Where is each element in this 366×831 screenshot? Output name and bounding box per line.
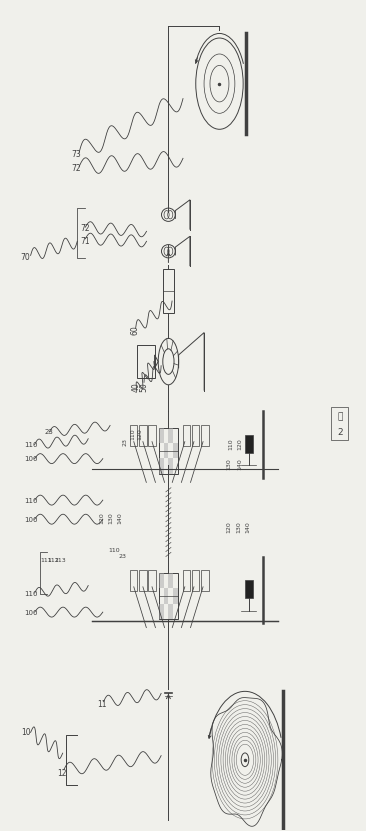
Bar xyxy=(201,425,209,445)
Text: 100: 100 xyxy=(25,610,38,616)
Text: 73: 73 xyxy=(72,150,82,159)
Bar xyxy=(164,443,168,459)
Bar xyxy=(168,573,173,588)
Bar xyxy=(173,588,178,603)
Text: 100: 100 xyxy=(25,517,38,523)
Bar xyxy=(173,443,178,459)
Bar xyxy=(148,570,156,591)
Text: 140: 140 xyxy=(245,521,250,533)
Text: 2: 2 xyxy=(337,428,343,436)
Text: 10: 10 xyxy=(21,728,30,737)
Bar xyxy=(192,570,199,591)
Bar xyxy=(130,570,137,591)
Text: 70: 70 xyxy=(21,253,30,263)
Bar xyxy=(164,588,168,603)
Text: 110: 110 xyxy=(130,428,135,440)
Bar xyxy=(159,573,178,619)
Bar xyxy=(168,459,173,474)
Bar xyxy=(168,428,173,443)
Text: 111: 111 xyxy=(41,558,52,563)
Text: 110: 110 xyxy=(25,498,38,504)
Text: 100: 100 xyxy=(25,456,38,462)
Bar xyxy=(330,407,348,440)
Text: 40: 40 xyxy=(132,382,141,391)
Text: 72: 72 xyxy=(80,224,90,234)
Bar xyxy=(183,570,190,591)
Bar xyxy=(159,428,164,443)
Text: 71: 71 xyxy=(80,237,90,246)
Text: 120: 120 xyxy=(99,513,104,524)
Text: 140: 140 xyxy=(117,513,122,524)
Bar xyxy=(159,573,164,588)
Text: 60: 60 xyxy=(130,325,139,335)
Text: 72: 72 xyxy=(72,164,81,173)
Text: 120: 120 xyxy=(137,428,142,440)
Bar xyxy=(163,269,174,312)
Text: 120: 120 xyxy=(227,521,232,533)
Text: 112: 112 xyxy=(47,558,59,563)
Bar xyxy=(159,603,164,619)
Text: 23: 23 xyxy=(123,438,128,445)
Bar xyxy=(137,345,154,378)
Text: 110: 110 xyxy=(108,548,120,553)
Text: 50: 50 xyxy=(139,382,148,391)
Text: 130: 130 xyxy=(227,459,232,470)
Text: 113: 113 xyxy=(55,558,66,563)
Text: 23: 23 xyxy=(119,554,127,559)
Bar xyxy=(148,425,156,445)
Text: 120: 120 xyxy=(237,438,242,450)
Bar xyxy=(245,580,253,598)
Text: 图: 图 xyxy=(337,413,343,421)
Bar xyxy=(159,428,178,474)
Text: 12: 12 xyxy=(57,770,67,779)
Bar xyxy=(139,570,146,591)
Text: 130: 130 xyxy=(236,521,241,533)
Text: 110: 110 xyxy=(229,438,234,450)
Text: 110: 110 xyxy=(25,591,38,597)
Text: 11: 11 xyxy=(97,700,107,709)
Text: 23: 23 xyxy=(44,429,53,435)
Bar xyxy=(168,603,173,619)
Text: 130: 130 xyxy=(108,513,113,524)
Bar xyxy=(201,570,209,591)
Bar xyxy=(159,459,164,474)
Bar xyxy=(183,425,190,445)
Bar xyxy=(130,425,137,445)
Bar xyxy=(192,425,199,445)
Bar xyxy=(245,435,253,453)
Text: 140: 140 xyxy=(237,459,242,470)
Bar xyxy=(139,425,146,445)
Text: 110: 110 xyxy=(25,442,38,448)
